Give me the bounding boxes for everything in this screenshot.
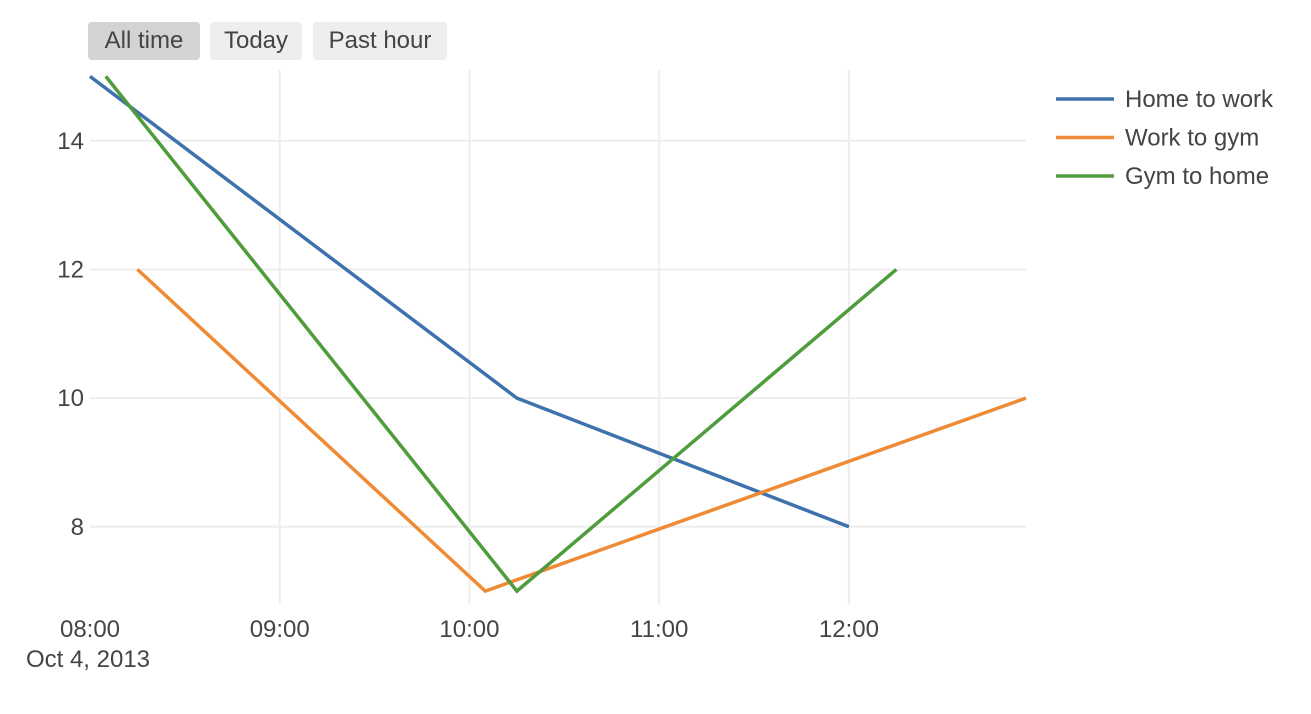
x-tick-label: 10:00 <box>439 616 499 643</box>
x-tick-label: 08:00 <box>60 616 120 643</box>
x-tick-label: 12:00 <box>819 616 879 643</box>
x-date-label: Oct 4, 2013 <box>26 646 150 673</box>
x-tick-label: 09:00 <box>250 616 310 643</box>
series-line-home-to-work[interactable] <box>88 75 850 529</box>
grid-lines <box>90 70 1026 604</box>
legend[interactable]: Home to work Work to gym Gym to home <box>1056 86 1274 190</box>
series-line-work-to-gym[interactable] <box>136 268 1027 594</box>
range-button-all-time[interactable]: All time <box>88 22 200 60</box>
legend-label: Gym to home <box>1125 163 1269 190</box>
range-button-today[interactable]: Today <box>210 22 302 60</box>
range-button-past-hour[interactable]: Past hour <box>313 22 447 60</box>
series-line-gym-to-home[interactable] <box>104 75 898 594</box>
y-tick-label: 10 <box>57 385 84 412</box>
legend-label: Work to gym <box>1125 125 1259 152</box>
legend-item[interactable]: Work to gym <box>1056 125 1259 152</box>
legend-label: Home to work <box>1125 86 1274 113</box>
y-tick-label: 8 <box>71 514 84 541</box>
y-tick-label: 12 <box>57 256 84 283</box>
y-tick-label: 14 <box>57 128 84 155</box>
legend-item[interactable]: Gym to home <box>1056 163 1269 190</box>
x-tick-label: 11:00 <box>630 616 688 643</box>
legend-item[interactable]: Home to work <box>1056 86 1274 113</box>
series-lines <box>88 75 1027 594</box>
axis-labels: 08:00 09:00 10:00 11:00 12:00 Oct 4, 2013 8 10 1… <box>26 128 879 673</box>
